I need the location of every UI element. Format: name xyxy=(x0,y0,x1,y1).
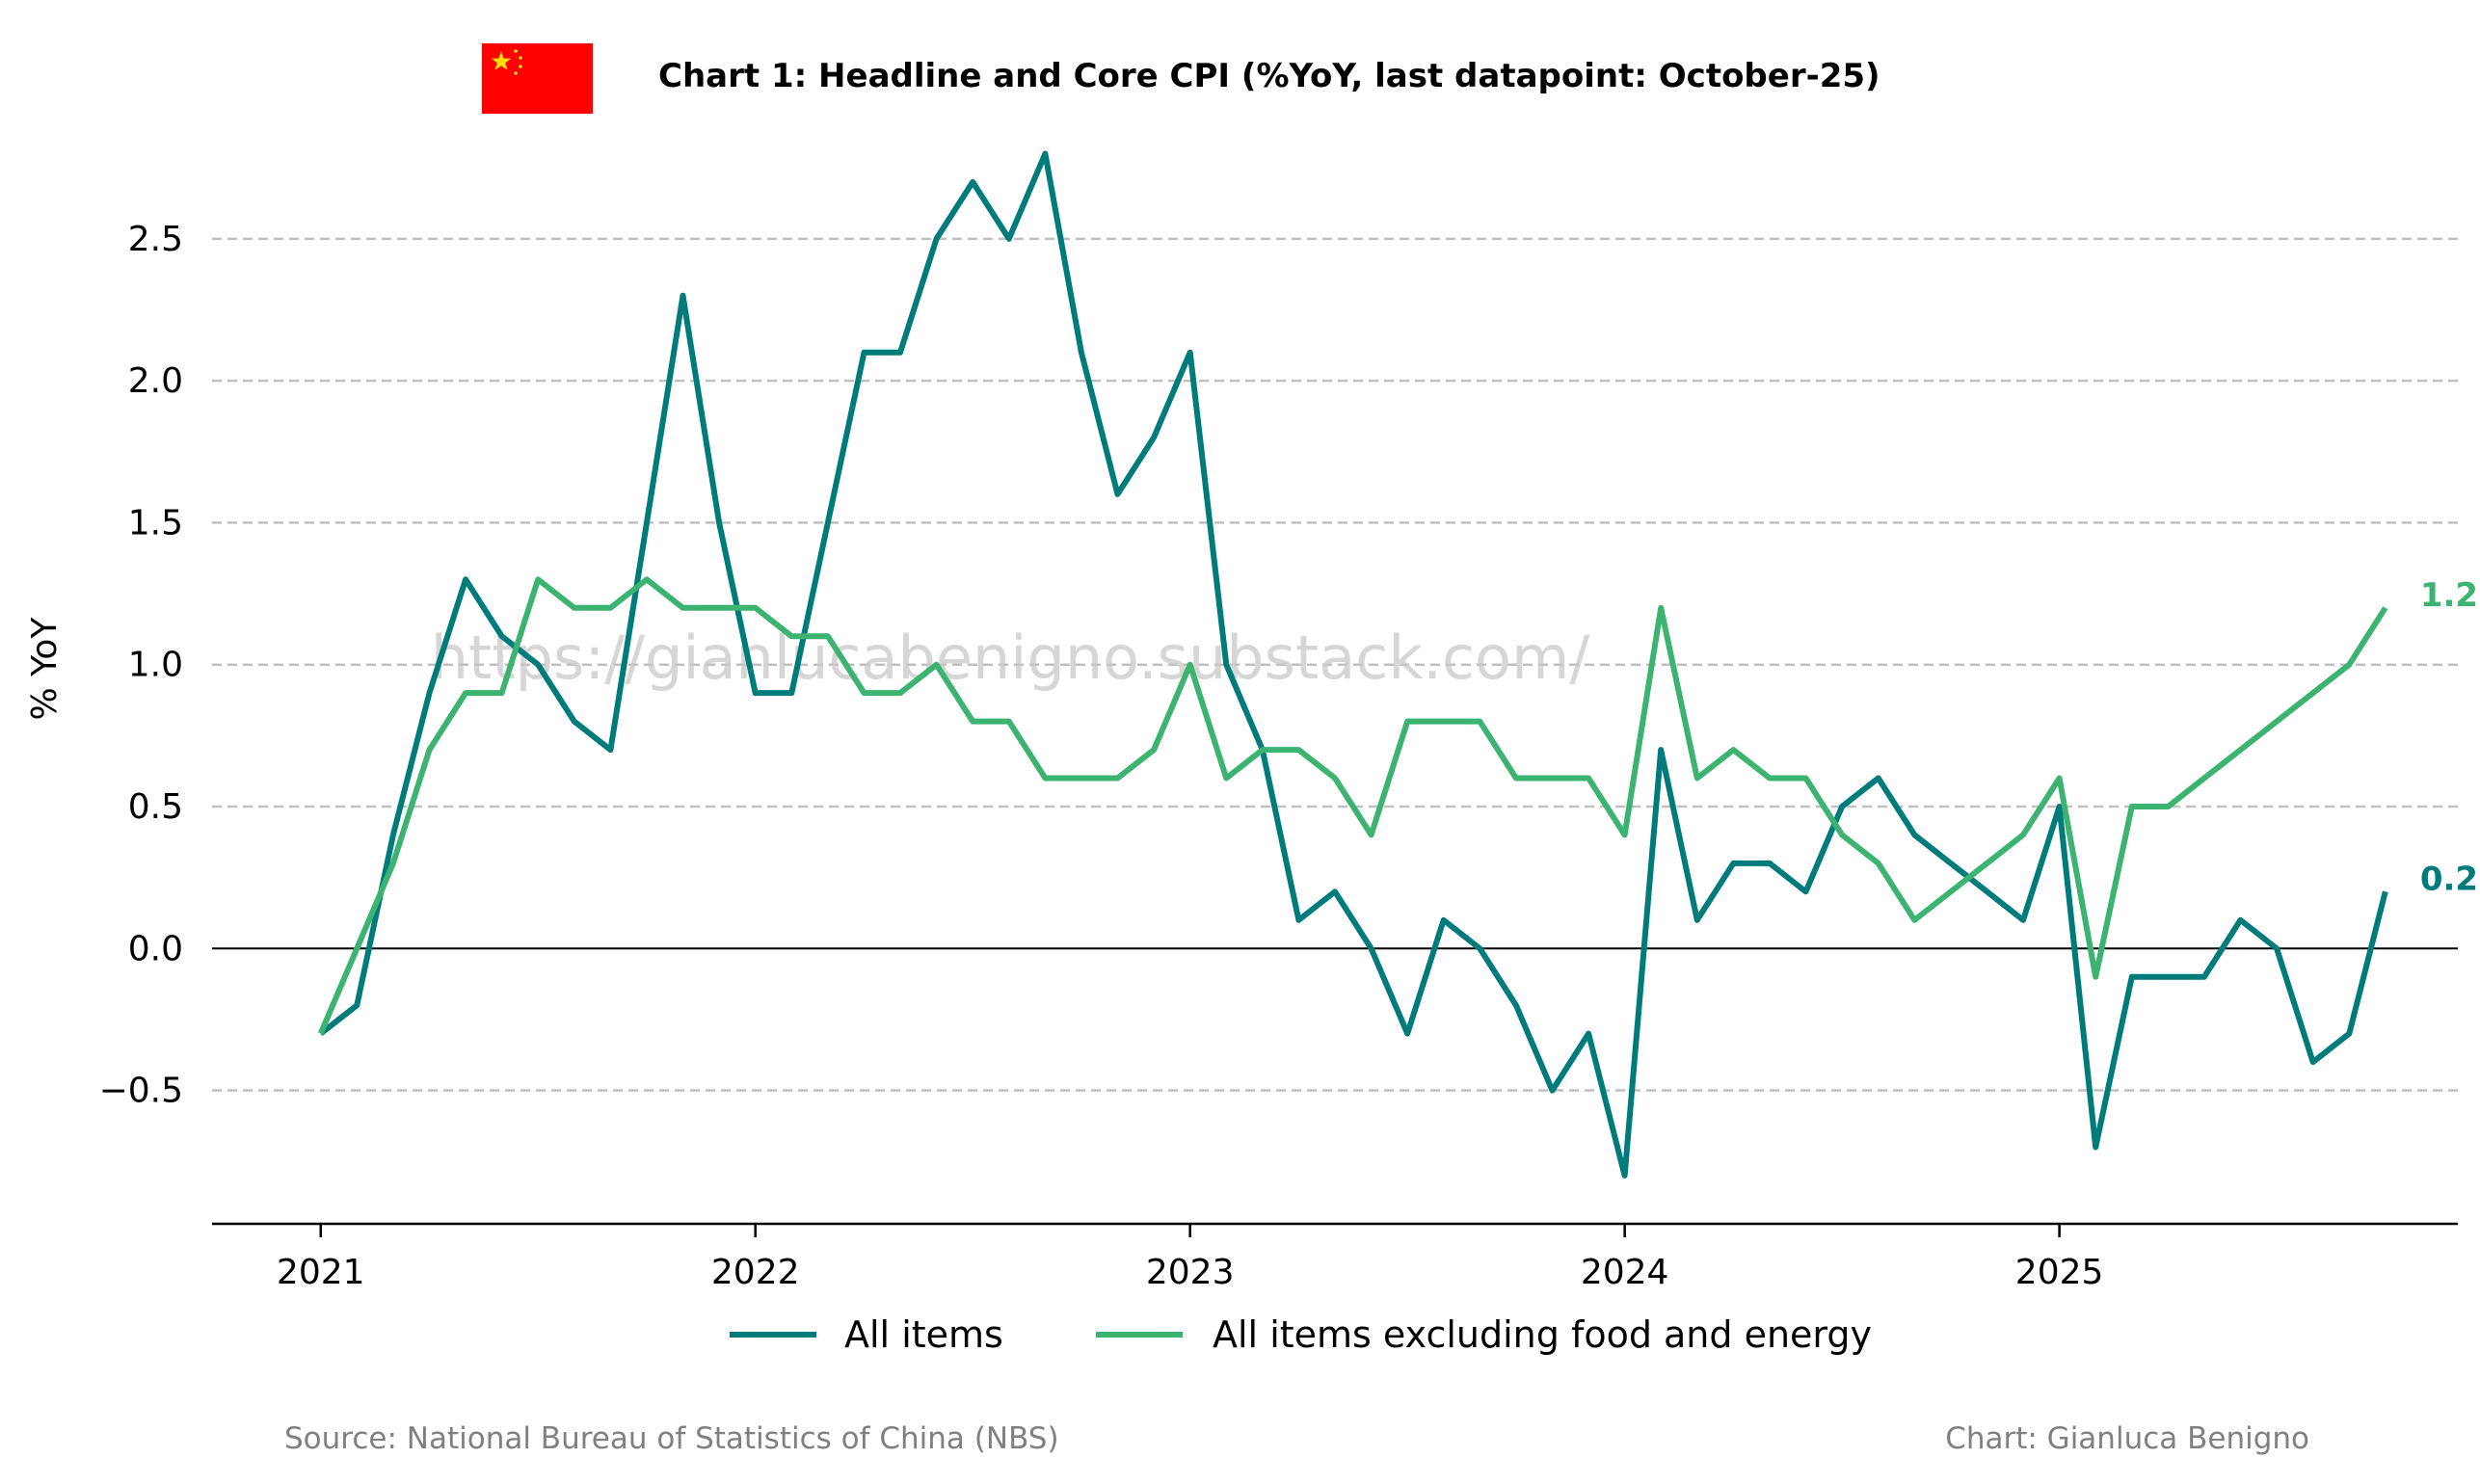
watermark: https://gianlucabenigno.substack.com/ xyxy=(431,623,1590,693)
series-line-1 xyxy=(317,576,2388,1035)
y-tick-label: 1.5 xyxy=(128,503,183,543)
y-axis: −0.5 0.0 0.5 1.0 1.5 2.0 2.5 xyxy=(99,220,183,1111)
source-note: Source: National Bureau of Statistics of… xyxy=(284,1421,1059,1456)
end-labels: 0.2 1.2 xyxy=(2420,576,2478,899)
series-lines xyxy=(317,150,2388,1179)
x-tick-label: 2025 xyxy=(2015,1253,2104,1292)
chart-credit: Chart: Gianluca Benigno xyxy=(1945,1421,2309,1456)
china-flag-icon xyxy=(482,43,593,114)
y-tick-label: 0.5 xyxy=(128,787,183,827)
x-tick-label: 2021 xyxy=(277,1253,365,1292)
y-tick-label: −0.5 xyxy=(99,1072,183,1111)
end-label-1: 1.2 xyxy=(2420,576,2478,615)
x-tick-label: 2023 xyxy=(1146,1253,1235,1292)
end-label-0: 0.2 xyxy=(2420,860,2478,898)
legend-label-core: All items excluding food and energy xyxy=(1213,1313,1872,1356)
y-tick-label: 2.0 xyxy=(128,361,183,401)
gridlines xyxy=(212,237,2458,1092)
x-axis: 2021 2022 2023 2024 2025 xyxy=(212,1222,2458,1292)
chart-title: Chart 1: Headline and Core CPI (%YoY, la… xyxy=(658,57,1880,95)
y-tick-label: 1.0 xyxy=(128,646,183,685)
y-axis-label: % YoY xyxy=(25,617,65,721)
x-tick-label: 2024 xyxy=(1581,1253,1669,1292)
y-tick-label: 0.0 xyxy=(128,929,183,968)
legend: All items All items excluding food and e… xyxy=(730,1313,1872,1356)
y-tick-label: 2.5 xyxy=(128,220,183,259)
series-line-0 xyxy=(318,150,2388,1179)
x-tick-label: 2022 xyxy=(711,1253,800,1292)
legend-label-all-items: All items xyxy=(844,1313,1003,1356)
